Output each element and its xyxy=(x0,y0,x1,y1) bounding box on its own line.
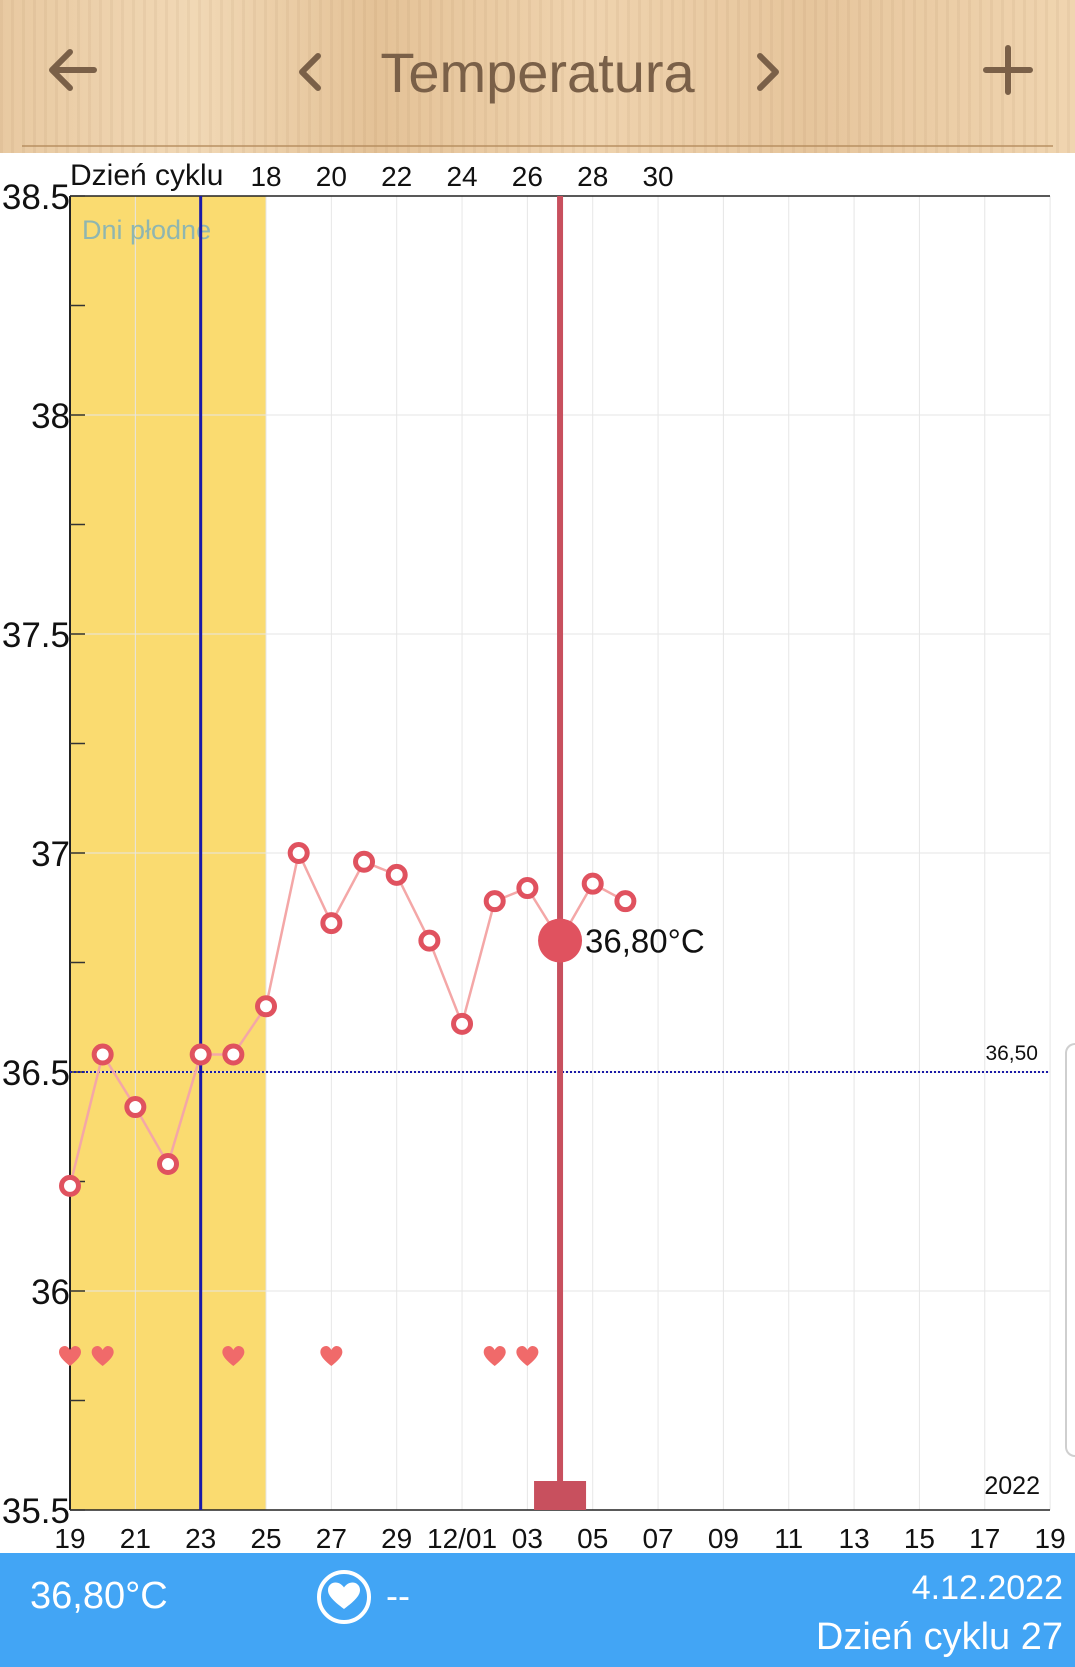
coverline-label: 36,50 xyxy=(985,1042,1038,1065)
date-tick-label: 17 xyxy=(969,1523,1000,1553)
fertile-label: Dni płodne xyxy=(82,215,211,245)
temperature-point xyxy=(516,877,539,900)
selected-date: 4.12.2022 xyxy=(911,1569,1063,1607)
temperature-point xyxy=(287,842,310,864)
selected-point-label: 36,80°C xyxy=(585,923,705,960)
date-tick-label: 19 xyxy=(1035,1523,1066,1553)
temperature-point xyxy=(157,1152,180,1175)
temperature-point xyxy=(581,872,604,895)
cycle-tick-label: 26 xyxy=(512,161,543,192)
intercourse-value: -- xyxy=(386,1575,410,1616)
intercourse-heart-icon xyxy=(222,1346,245,1366)
page-title: Temperatura xyxy=(380,41,695,104)
temperature-point xyxy=(614,890,637,913)
date-tick-label: 21 xyxy=(120,1523,151,1553)
intercourse-heart-icon xyxy=(91,1346,114,1366)
y-tick-label: 38 xyxy=(31,397,70,436)
date-tick-label: 25 xyxy=(250,1523,281,1553)
selected-temperature: 36,80°C xyxy=(30,1575,168,1617)
temperature-point xyxy=(451,1012,474,1035)
y-tick-label: 37 xyxy=(31,835,70,874)
cycle-tick-label: 28 xyxy=(577,161,608,192)
bottom-info-bar: 36,80°C -- 4.12.2022 Dzień cyklu 27 xyxy=(0,1553,1075,1667)
date-tick-label: 15 xyxy=(904,1523,935,1553)
temperature-point xyxy=(222,1043,245,1066)
plus-icon[interactable] xyxy=(982,44,1034,96)
cycle-tick-label: 22 xyxy=(381,161,412,192)
heart-icon[interactable] xyxy=(315,1568,373,1626)
y-tick-label: 36 xyxy=(31,1273,70,1312)
date-tick-label: 11 xyxy=(774,1523,803,1553)
cycle-axis-label: Dzień cyklu xyxy=(70,159,223,192)
top-app-bar: Temperatura xyxy=(0,0,1075,153)
date-tick-label: 05 xyxy=(577,1523,608,1553)
header-divider xyxy=(22,145,1053,147)
chevron-right-icon[interactable] xyxy=(750,50,786,94)
cycle-tick-label: 24 xyxy=(446,161,477,192)
month-badge xyxy=(534,1481,587,1510)
selected-cycle-day: Dzień cyklu 27 xyxy=(815,1616,1063,1658)
temperature-point xyxy=(59,1174,81,1197)
temperature-point xyxy=(418,929,441,952)
cycle-tick-label: 20 xyxy=(316,161,347,192)
date-tick-label: 19 xyxy=(54,1523,85,1553)
temperature-point xyxy=(385,863,408,886)
y-tick-label: 38.5 xyxy=(2,178,70,217)
temperature-point xyxy=(255,995,278,1018)
intercourse-heart-icon xyxy=(320,1346,343,1366)
y-tick-label: 36.5 xyxy=(2,1054,70,1093)
date-tick-label: 09 xyxy=(708,1523,739,1553)
temperature-point xyxy=(91,1043,114,1066)
date-tick-label: 13 xyxy=(839,1523,870,1553)
date-tick-label: 07 xyxy=(642,1523,673,1553)
date-tick-label: 23 xyxy=(185,1523,216,1553)
back-arrow-icon[interactable] xyxy=(44,42,100,98)
temperature-point xyxy=(353,850,376,873)
scroll-handle[interactable] xyxy=(1065,1043,1075,1457)
intercourse-heart-icon xyxy=(516,1346,539,1366)
date-tick-label: 29 xyxy=(381,1523,412,1553)
intercourse-heart-icon xyxy=(483,1346,506,1366)
date-tick-label: 27 xyxy=(316,1523,347,1553)
temperature-point xyxy=(189,1043,212,1066)
cycle-tick-label: 30 xyxy=(642,161,673,192)
date-tick-label: 12/01 xyxy=(427,1523,497,1553)
temperature-point xyxy=(320,912,343,935)
year-label: 2022 xyxy=(984,1472,1040,1500)
intercourse-heart-icon xyxy=(59,1346,81,1366)
y-tick-label: 35.5 xyxy=(2,1492,70,1531)
temperature-point xyxy=(483,890,506,913)
selected-point xyxy=(538,918,583,963)
y-tick-label: 37.5 xyxy=(2,616,70,655)
date-tick-label: 03 xyxy=(512,1523,543,1553)
cycle-tick-label: 18 xyxy=(250,161,281,192)
chevron-left-icon[interactable] xyxy=(292,50,328,94)
temperature-point xyxy=(124,1096,147,1119)
